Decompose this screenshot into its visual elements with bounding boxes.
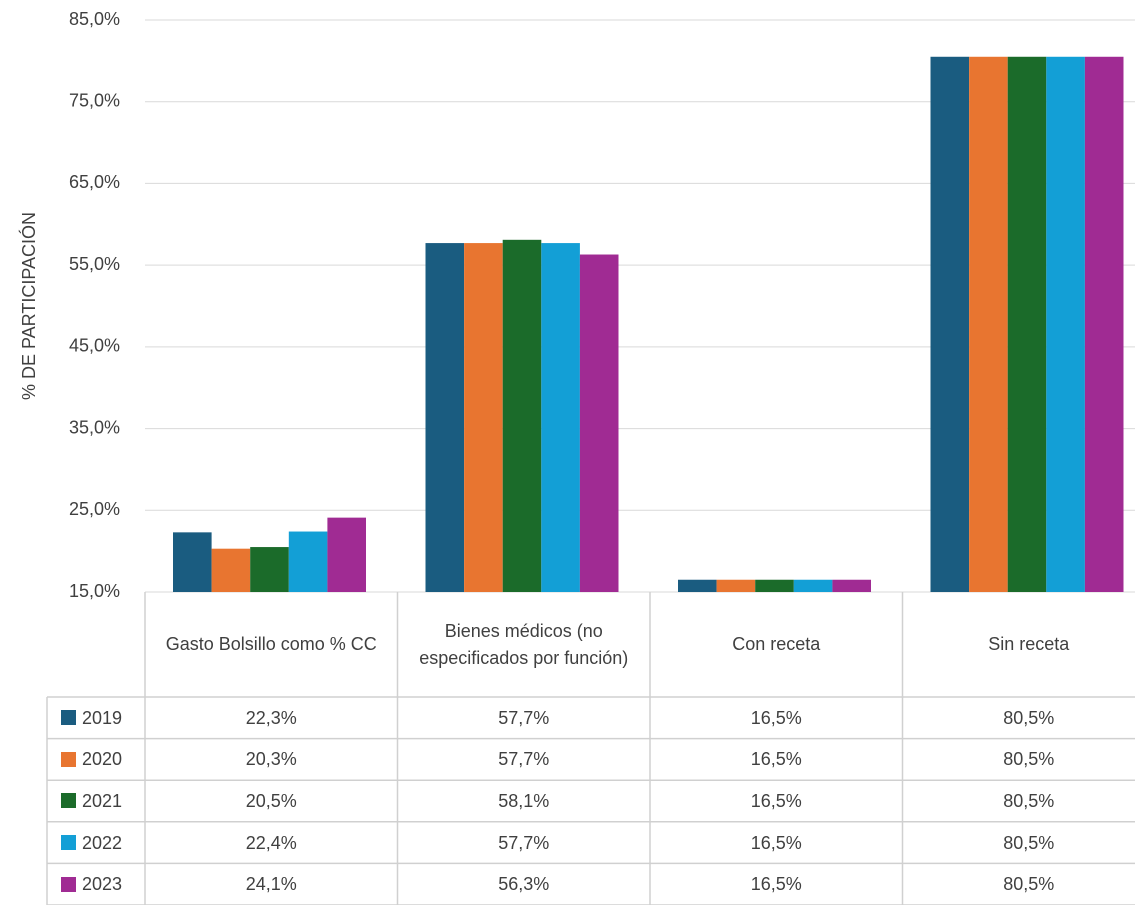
- bar: [250, 547, 289, 592]
- data-label: 80,5%: [1003, 707, 1055, 728]
- legend-swatch: [61, 710, 76, 726]
- bar: [678, 579, 717, 592]
- legend-entry: 2021: [47, 780, 145, 822]
- bar: [288, 531, 328, 592]
- data-label: 16,5%: [750, 874, 802, 895]
- bar: [969, 56, 1008, 593]
- legend-label: 2020: [82, 749, 123, 770]
- data-label: 56,3%: [498, 874, 550, 895]
- data-label: 80,5%: [1003, 874, 1055, 895]
- bar: [425, 243, 465, 592]
- legend-swatch: [61, 751, 76, 767]
- data-label: 57,7%: [498, 749, 550, 770]
- bar: [579, 254, 619, 592]
- data-label: 80,5%: [1003, 749, 1055, 770]
- data-label: 16,5%: [750, 832, 802, 853]
- data-label: 57,7%: [498, 832, 550, 853]
- legend-swatch: [61, 835, 76, 851]
- data-label: 80,5%: [1003, 790, 1055, 811]
- legend-entry: 2020: [47, 739, 145, 781]
- bar: [793, 579, 833, 592]
- data-label: 16,5%: [750, 790, 802, 811]
- category-label: Sin receta: [988, 634, 1070, 655]
- legend-label: 2023: [82, 874, 123, 895]
- bar: [930, 56, 970, 593]
- y-tick-label: 55,0%: [69, 254, 120, 274]
- bar: [1084, 56, 1124, 593]
- bar: [716, 579, 756, 592]
- data-label: 58,1%: [498, 790, 550, 811]
- data-label: 16,5%: [750, 707, 802, 728]
- category-label: Gasto Bolsillo como % CC: [165, 634, 377, 655]
- y-tick-label: 15,0%: [69, 581, 120, 601]
- legend-entry: 2023: [47, 863, 145, 905]
- y-axis-label: % DE PARTICIPACIÓN: [18, 212, 39, 400]
- legend-label: 2022: [82, 832, 123, 853]
- data-label: 24,1%: [245, 874, 297, 895]
- data-label: 22,3%: [245, 707, 297, 728]
- legend-entry: 2022: [47, 822, 145, 864]
- bar: [1007, 56, 1047, 593]
- y-tick-label: 45,0%: [69, 336, 120, 356]
- y-tick-label: 25,0%: [69, 499, 120, 519]
- data-label: 22,4%: [245, 832, 297, 853]
- bar: [327, 517, 366, 592]
- legend-entry: 2019: [47, 697, 145, 739]
- bar: [211, 548, 251, 592]
- y-tick-label: 65,0%: [69, 172, 120, 192]
- legend-label: 2021: [82, 790, 123, 811]
- bar: [1046, 56, 1085, 593]
- y-tick-label: 75,0%: [69, 90, 120, 110]
- y-tick-label: 35,0%: [69, 417, 120, 437]
- legend-swatch: [61, 793, 76, 809]
- legend-label: 2019: [82, 707, 123, 728]
- bar: [541, 243, 580, 592]
- bar: [464, 243, 503, 592]
- bar: [502, 239, 542, 592]
- category-label: Con receta: [732, 634, 821, 655]
- data-label: 20,5%: [245, 790, 297, 811]
- data-label: 20,3%: [245, 749, 297, 770]
- data-label: 80,5%: [1003, 832, 1055, 853]
- y-tick-label: 85,0%: [69, 9, 120, 29]
- data-label: 16,5%: [750, 749, 802, 770]
- bar: [755, 579, 794, 592]
- category-label: Bienes médicos (no especificados por fun…: [419, 621, 629, 668]
- data-label: 57,7%: [498, 707, 550, 728]
- legend-swatch: [61, 876, 76, 892]
- bar: [832, 579, 871, 592]
- bar: [173, 532, 212, 592]
